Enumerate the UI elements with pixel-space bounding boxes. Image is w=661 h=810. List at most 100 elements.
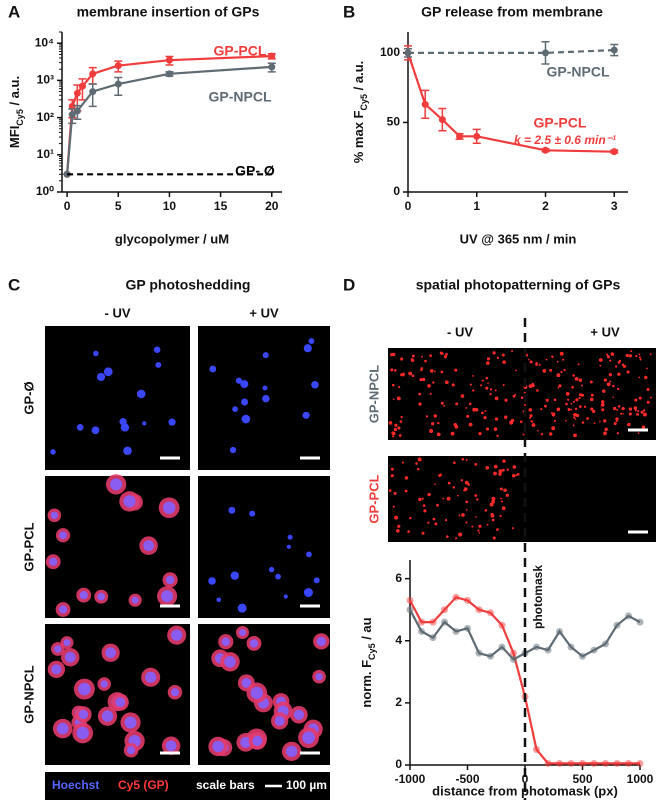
x-tick-label: 2 [542,199,549,213]
cell-nucleus [306,551,312,558]
cell-signal [436,432,441,437]
y-axis-label: % max FCy5 / a.u. [351,61,369,164]
cell-signal [612,384,615,388]
cell-nucleus [221,637,231,647]
cell-nucleus [262,394,270,403]
x-tick-label: 3 [611,199,618,213]
cell-signal [578,396,581,400]
cell-signal [639,358,642,361]
cell-nucleus [123,495,136,508]
cell-signal [418,392,421,396]
cell-nucleus [127,746,136,755]
x-tick-label: -1000 [395,772,426,786]
cell-signal [536,429,539,432]
cell-signal [531,423,536,427]
y-axis-label-part: MFI [7,126,22,148]
cell-nucleus [171,629,183,641]
cell-signal [553,419,557,422]
data-point [579,652,586,660]
cell-signal [393,369,397,372]
cell-nucleus [93,350,99,357]
data-point [473,132,481,140]
cell-nucleus [212,740,224,753]
cell-signal [593,422,596,425]
data-point [556,759,563,767]
cell-nucleus [224,656,236,668]
cell-signal [468,402,472,406]
data-point [73,107,81,115]
cell-signal [457,494,459,497]
cell-nucleus [105,647,116,659]
cell-nucleus [315,672,323,681]
data-point [441,618,448,626]
cell-nucleus [240,380,249,389]
cell-nucleus [76,726,89,740]
micrograph [45,326,190,470]
column-label: - UV [447,324,473,339]
legend-scale-value: 100 µm [286,778,327,792]
data-point [544,646,552,654]
micrograph [198,476,330,618]
cell-signal [465,458,468,461]
cell-signal [646,400,650,404]
data-point [429,634,437,642]
cell-signal [573,400,576,403]
cell-signal [573,416,576,419]
cell-signal [493,471,497,476]
cell-signal [494,396,499,401]
cell-nucleus [63,639,71,647]
cell-signal [638,356,641,359]
y-tick-label: 10⁴ [35,35,54,49]
cell-nucleus [78,709,89,720]
cell-nucleus [96,372,106,382]
y-tick-label: 10² [37,110,54,124]
cell-signal [429,429,434,434]
cell-signal [519,420,523,424]
cell-signal [498,469,503,474]
cell-signal [615,417,619,421]
cell-signal [504,398,508,402]
cell-signal [545,358,548,361]
cell-signal [641,425,646,430]
cell-signal [616,387,620,391]
cell-signal [524,404,527,407]
y-tick-label: 10³ [37,73,54,87]
cell-signal [565,402,568,406]
cell-signal [398,386,401,389]
cell-signal [551,426,556,431]
data-point [544,759,552,767]
data-point [610,148,618,156]
cell-signal [399,420,403,423]
cell-nucleus [76,424,84,431]
row-label: GP-NPCL [366,365,381,424]
cell-nucleus [103,367,113,377]
column-label: + UV [249,305,279,320]
cell-signal [646,367,648,370]
data-point [487,652,494,660]
cell-nucleus [229,446,237,454]
cell-signal [460,479,464,482]
cell-signal [388,489,392,492]
data-point [78,82,86,90]
x-tick-label: 5 [115,199,122,213]
row-label: GP-PCL [21,522,36,571]
data-point [68,102,76,110]
data-point [452,593,460,601]
cell-signal [415,462,418,465]
cell-signal [556,373,561,378]
data-point [418,618,425,626]
cell-signal [394,515,399,520]
cell-nucleus [241,398,249,406]
cell-signal [478,524,482,528]
cell-nucleus [209,365,217,373]
cell-signal [436,503,439,507]
panel-letter: B [343,2,355,21]
cell-signal [601,400,605,404]
y-tick-label: 10¹ [37,147,54,161]
cell-signal [421,377,426,382]
cell-nucleus [302,411,310,419]
y-axis-label: MFICy5 / a.u. [7,76,25,148]
cell-nucleus [54,645,62,653]
data-point [452,627,460,635]
legend-stain: Hoechst [52,778,99,792]
